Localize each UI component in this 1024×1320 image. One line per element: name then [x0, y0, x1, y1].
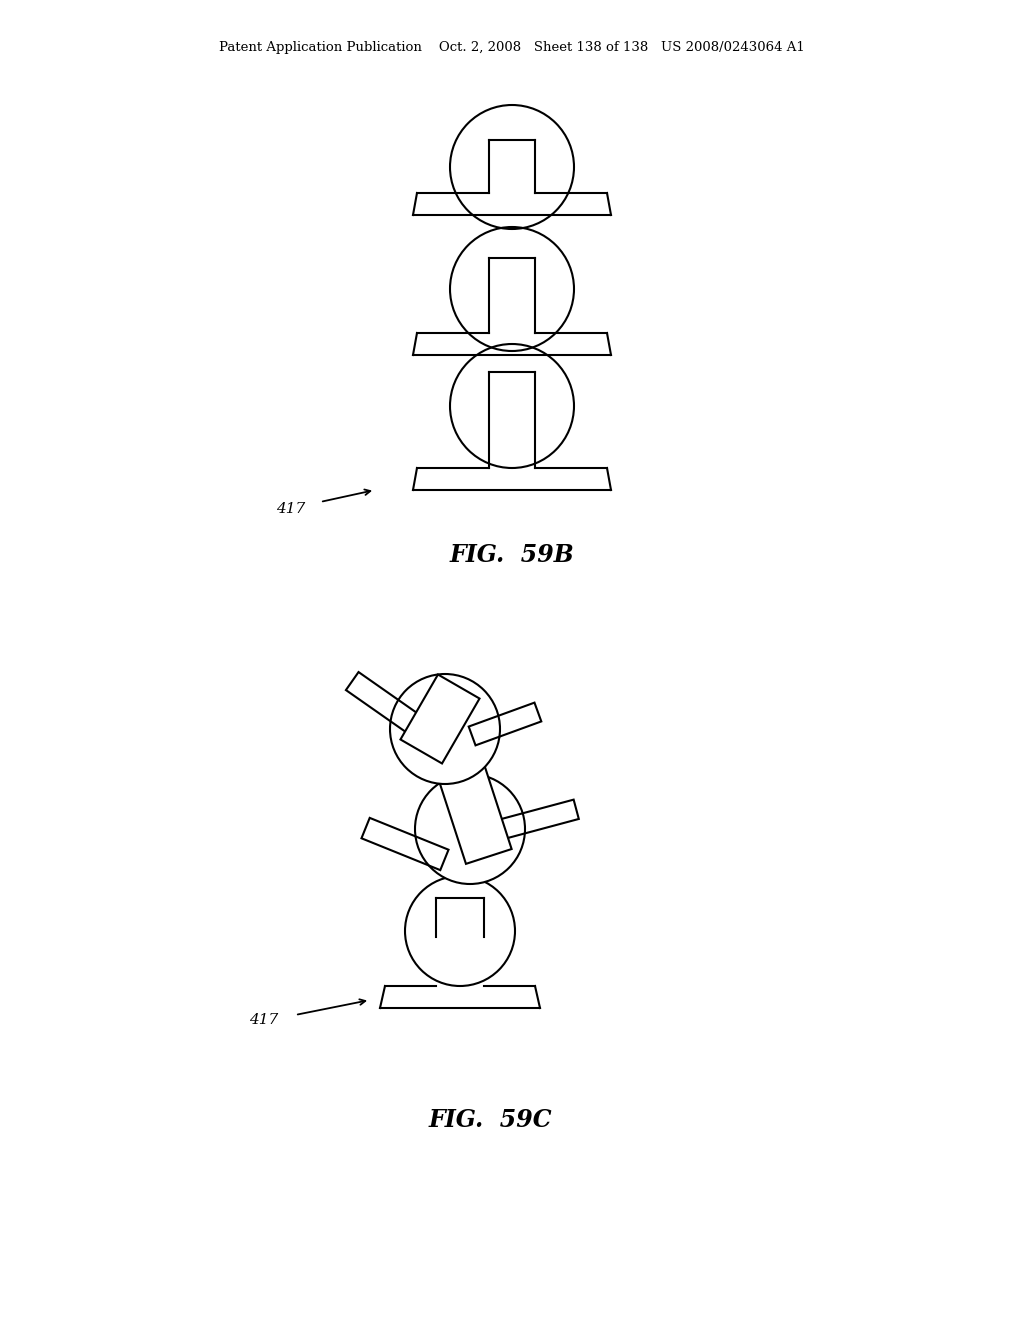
Circle shape [450, 106, 574, 228]
Polygon shape [346, 672, 424, 737]
Text: FIG.  59B: FIG. 59B [450, 543, 574, 568]
Bar [436, 878, 484, 986]
Text: 417: 417 [249, 1012, 278, 1027]
Polygon shape [501, 800, 579, 838]
Bar [489, 372, 535, 469]
Polygon shape [438, 764, 512, 863]
Circle shape [415, 774, 525, 884]
Polygon shape [413, 469, 611, 490]
Polygon shape [413, 193, 611, 215]
Polygon shape [361, 818, 449, 870]
Polygon shape [413, 333, 611, 355]
Polygon shape [400, 675, 479, 763]
Bar [436, 898, 484, 986]
Polygon shape [469, 702, 542, 746]
Text: Patent Application Publication    Oct. 2, 2008   Sheet 138 of 138   US 2008/0243: Patent Application Publication Oct. 2, 2… [219, 41, 805, 54]
Circle shape [390, 675, 500, 784]
Bar [489, 259, 535, 333]
Circle shape [450, 227, 574, 351]
Circle shape [450, 345, 574, 469]
Bar [489, 140, 535, 193]
Text: FIG.  59C: FIG. 59C [428, 1107, 552, 1133]
Polygon shape [431, 762, 509, 876]
Polygon shape [380, 986, 540, 1008]
Polygon shape [401, 673, 488, 775]
Circle shape [406, 876, 515, 986]
Text: 417: 417 [275, 502, 305, 516]
